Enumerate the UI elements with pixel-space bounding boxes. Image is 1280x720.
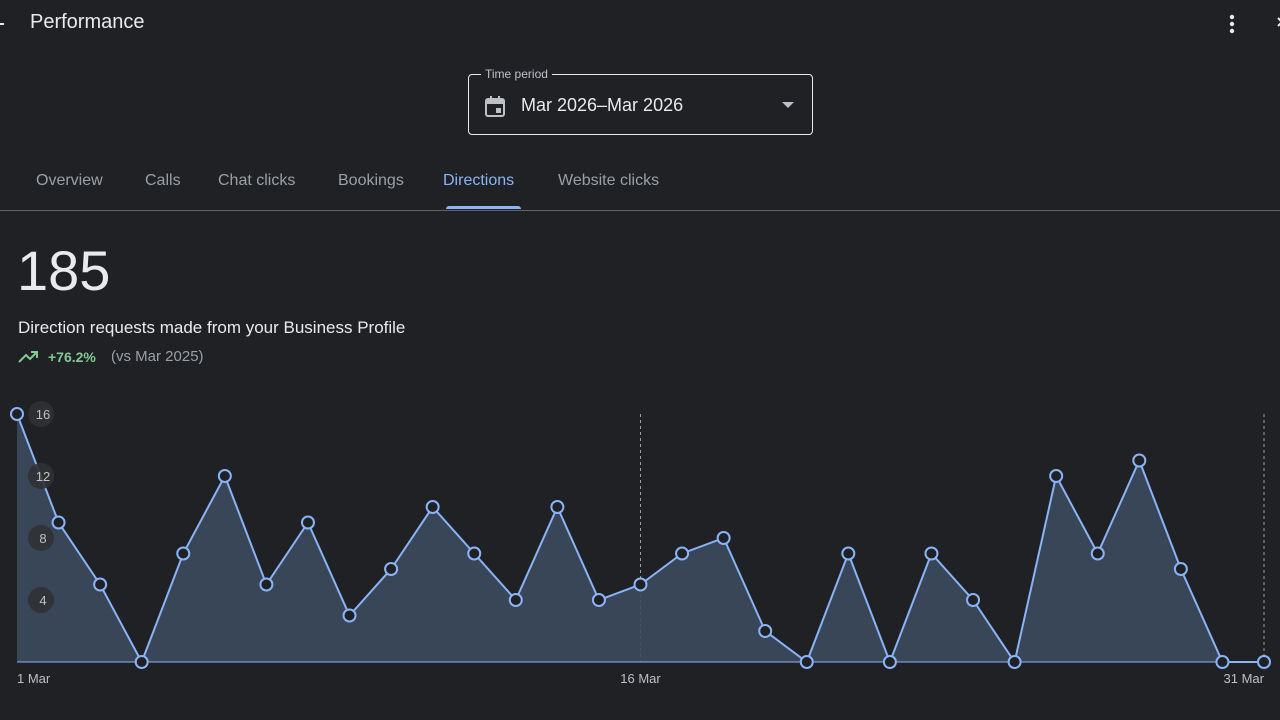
data-point (1132, 453, 1147, 468)
data-point (882, 655, 897, 669)
trend-change: +76.2% (48, 349, 96, 365)
more-vert-icon[interactable] (1222, 12, 1242, 36)
tab-calls[interactable]: Calls (145, 172, 181, 189)
tab-website-clicks[interactable]: Website clicks (558, 172, 660, 189)
y-tick-label: 12 (36, 469, 50, 484)
top-bar: Performance (0, 0, 1280, 48)
time-period-label: Time period (481, 67, 552, 81)
back-arrow-icon[interactable] (0, 12, 10, 36)
y-tick-chip (28, 525, 54, 551)
data-point (217, 469, 232, 483)
data-point (259, 577, 274, 592)
directions-chart: 4 8 12 16 1 Mar 16 Mar 31 Mar (10, 401, 1271, 686)
data-point (1007, 655, 1022, 669)
y-tick-chip (28, 463, 54, 489)
active-tab-indicator (446, 206, 521, 209)
metric-value: 185 (17, 239, 111, 302)
data-point (966, 593, 981, 607)
data-point (1215, 655, 1230, 669)
data-point (176, 546, 191, 561)
dropdown-arrow-icon (782, 102, 794, 108)
data-point (342, 608, 357, 623)
x-tick-label: 1 Mar (17, 671, 51, 686)
tab-overview[interactable]: Overview (36, 172, 103, 189)
data-point (591, 593, 606, 607)
tab-directions[interactable]: Directions (443, 172, 515, 189)
y-tick-label: 4 (39, 593, 46, 608)
data-point (716, 531, 731, 545)
time-period-select[interactable]: Time period Mar 2026–Mar 2026 (468, 67, 813, 135)
data-point (550, 500, 565, 514)
data-point (1090, 546, 1105, 561)
x-tick-label: 16 Mar (620, 671, 661, 686)
calendar-icon (485, 96, 505, 117)
page-title: Performance (30, 11, 145, 33)
data-point (51, 515, 66, 530)
data-point (799, 655, 814, 669)
data-point (467, 546, 482, 561)
data-point (633, 577, 648, 592)
metric-description: Direction requests made from your Busine… (18, 318, 406, 337)
data-point (134, 655, 149, 669)
data-point (93, 577, 108, 592)
close-icon[interactable] (1272, 12, 1280, 36)
data-point (508, 593, 523, 607)
data-point (1173, 562, 1188, 576)
data-point (10, 407, 24, 421)
y-tick-label: 8 (39, 531, 46, 546)
y-tick-chip (28, 587, 54, 613)
trend-comparison: (vs Mar 2025) (111, 348, 204, 365)
data-point (758, 624, 773, 638)
trending-up-icon (18, 351, 38, 363)
data-point (425, 500, 440, 514)
data-point (300, 515, 315, 530)
y-tick-label: 16 (36, 407, 50, 422)
data-point (1257, 655, 1271, 669)
tab-bookings[interactable]: Bookings (338, 172, 404, 189)
y-tick-chip (28, 401, 54, 427)
tab-chat-clicks[interactable]: Chat clicks (218, 172, 296, 189)
tab-bar: Overview Calls Chat clicks Bookings Dire… (0, 160, 1280, 210)
data-point (924, 546, 939, 561)
data-point (675, 546, 690, 561)
tabs-divider (0, 210, 1280, 211)
data-point (841, 546, 856, 561)
series-area (17, 414, 1264, 662)
data-point (1049, 469, 1064, 483)
data-point (384, 562, 399, 576)
x-tick-label: 31 Mar (1224, 671, 1265, 686)
time-period-value: Mar 2026–Mar 2026 (521, 95, 684, 115)
